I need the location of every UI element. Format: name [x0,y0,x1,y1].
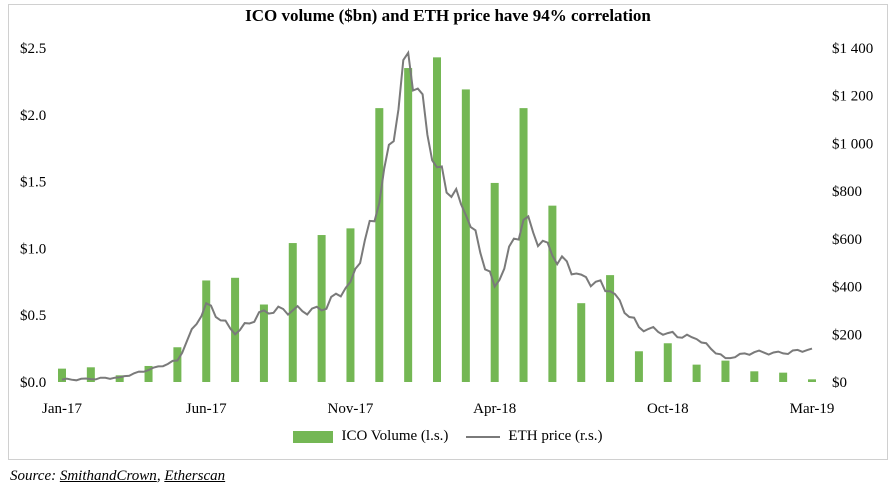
source-note: Source: SmithandCrown, Etherscan [10,468,225,485]
legend-line-label: ETH price (r.s.) [508,428,603,444]
right-axis-tick: $0 [832,375,847,391]
ico-volume-bar-Mar-17 [115,375,124,382]
right-axis-tick: $1 200 [832,89,873,105]
legend-bar-label: ICO Volume (l.s.) [341,428,449,444]
right-axis-tick: $1 400 [832,41,873,57]
right-axis-tick: $1 000 [832,136,873,152]
ico-volume-bar-Jul-18 [577,303,586,382]
ico-volume-bar-Feb-19 [779,372,788,382]
ico-volume-bar-May-17 [173,347,182,382]
left-axis-tick: $1.0 [20,241,46,257]
legend-item-ico-volume: ICO Volume (l.s.) [293,428,448,445]
ico-volume-bar-Apr-17 [144,365,153,382]
source-prefix: Source: [10,468,57,484]
source-link-etherscan[interactable]: Etherscan [164,468,226,484]
left-axis-tick: $1.5 [20,175,46,191]
ico-volume-bar-Feb-18 [433,57,441,383]
ico-volume-bar-Oct-17 [317,235,326,382]
right-axis-tick: $800 [832,184,862,200]
x-axis-tick: Mar-19 [790,401,835,417]
right-axis-tick: $400 [832,280,862,296]
right-axis-tick: $600 [832,232,862,248]
source-link-smithandcrown[interactable]: SmithandCrown [59,468,157,484]
x-axis-tick: Oct-18 [647,401,689,417]
ico-volume-bar-Jul-17 [231,277,240,382]
x-axis-tick: Jun-17 [186,401,227,417]
ico-volume-bar-May-18 [519,108,528,383]
ico-volume-bar-Jan-19 [750,371,759,382]
x-axis-tick: Nov-17 [328,401,374,417]
chart-frame [8,4,888,460]
ico-volume-bar-Sep-18 [634,351,643,382]
ico-volume-bar-Mar-19 [808,379,816,382]
ico-volume-bar-Aug-18 [606,275,615,382]
ico-volume-bar-Nov-17 [346,228,355,382]
left-axis-tick: $2.5 [20,41,46,57]
ico-volume-bar-Mar-18 [461,89,470,382]
ico-volume-bar-Jan-18 [404,68,413,382]
ico-volume-bar-Dec-18 [721,360,730,382]
legend: ICO Volume (l.s.) ETH price (r.s.) [0,428,896,445]
ico-volume-bar-Feb-17 [86,367,95,382]
ico-volume-bar-Jun-18 [548,205,557,382]
source-separator: , [156,468,161,484]
ico-volume-bar-Apr-18 [490,182,499,382]
ico-volume-bar-Dec-17 [375,108,384,383]
left-axis-tick: $2.0 [20,108,46,124]
ico-volume-bar-Sep-17 [288,243,297,382]
legend-item-eth-price: ETH price (r.s.) [466,428,603,445]
legend-bar-swatch [293,430,334,443]
legend-line-swatch [466,435,501,438]
left-axis-tick: $0.5 [20,308,46,324]
ico-volume-bar-Jan-17 [58,368,66,382]
x-axis-tick: Jan-17 [42,401,82,417]
eth-price-line [61,50,813,382]
x-axis-tick: Apr-18 [473,401,516,417]
ico-volume-bar-Oct-18 [663,343,672,382]
right-axis-tick: $200 [832,327,862,343]
ico-volume-bar-Nov-18 [692,364,701,382]
chart-title: ICO volume ($bn) and ETH price have 94% … [245,6,651,25]
left-axis-tick: $0.0 [20,375,46,391]
ico-volume-bar-Jun-17 [202,280,211,382]
ico-volume-bar-Aug-17 [259,304,268,382]
